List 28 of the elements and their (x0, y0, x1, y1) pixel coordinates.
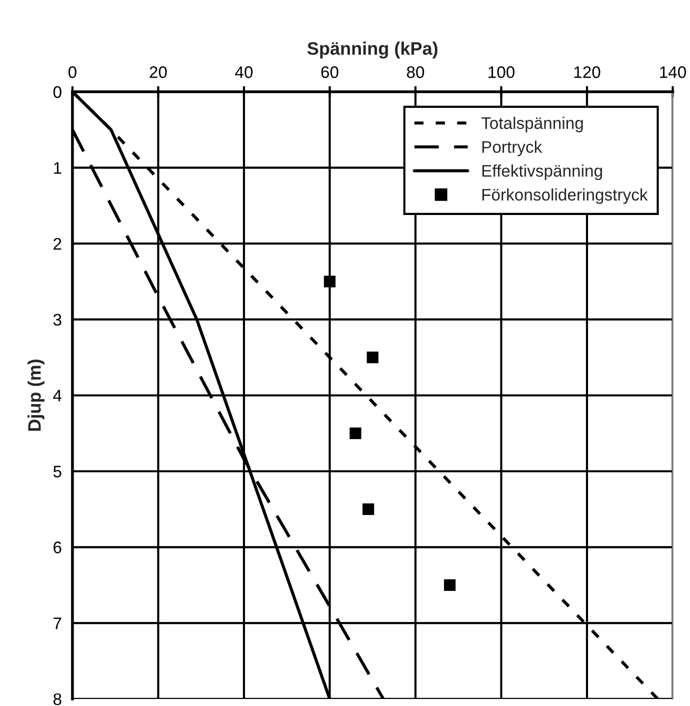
point (350, 427, 362, 440)
y-tick-label: 1 (54, 162, 62, 174)
x-tick-label: 20 (150, 66, 167, 78)
x-tick-label: 0 (68, 66, 76, 78)
x-tick-label: 80 (406, 66, 424, 78)
legend-label: Totalspänning (481, 116, 583, 132)
y-tick-label: 2 (54, 238, 62, 250)
point (324, 276, 336, 288)
x-tick-label: 100 (488, 66, 514, 78)
x-tick-label: 40 (235, 66, 253, 78)
y-axis-title: Djup (m) (28, 360, 44, 431)
point (444, 579, 456, 591)
y-tick-label: 3 (53, 314, 62, 326)
y-tick-label: 6 (54, 542, 62, 554)
legend-label: Förkonsolideringstryck (482, 188, 648, 204)
x-tick-label: 120 (574, 66, 600, 78)
point (362, 503, 374, 516)
x-axis-title: Spänning (kPa) (307, 42, 438, 59)
x-tick-label: 140 (660, 66, 686, 78)
legend-label: Effektivspänning (482, 164, 602, 180)
y-tick-label: 0 (53, 86, 62, 98)
y-tick-label: 8 (53, 693, 62, 706)
point (366, 352, 378, 364)
y-tick-label: 5 (53, 466, 62, 478)
y-tick-label: 7 (54, 618, 62, 630)
y-tick-label: 4 (53, 390, 62, 402)
legend-label: Portryck (482, 140, 542, 156)
x-tick-label: 60 (321, 66, 338, 78)
